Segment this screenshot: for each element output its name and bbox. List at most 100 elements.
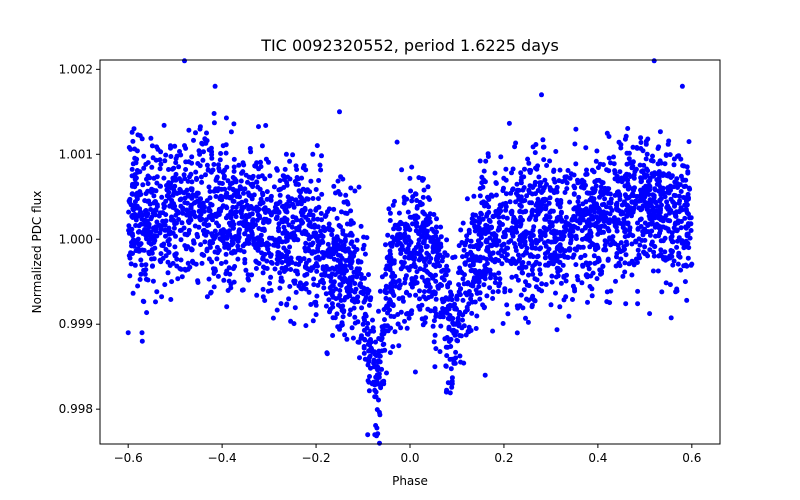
data-point	[191, 209, 197, 215]
data-point	[280, 230, 286, 236]
data-point	[320, 234, 326, 239]
data-point	[542, 177, 548, 183]
data-point	[285, 194, 291, 200]
data-point	[673, 213, 678, 219]
data-point	[631, 172, 637, 178]
data-point	[652, 199, 658, 205]
data-point	[634, 145, 640, 151]
data-point	[398, 266, 404, 272]
data-point	[144, 310, 150, 316]
data-point	[352, 299, 358, 305]
data-point	[591, 202, 597, 208]
data-point	[574, 247, 579, 253]
data-point	[387, 350, 393, 356]
data-point	[238, 200, 244, 206]
data-point	[522, 166, 527, 172]
data-point	[395, 321, 401, 327]
data-point	[325, 253, 331, 259]
data-point	[148, 216, 154, 222]
data-point	[682, 195, 688, 201]
data-point	[360, 321, 366, 327]
data-point	[268, 197, 274, 203]
data-point	[366, 272, 371, 278]
data-point	[170, 192, 176, 198]
data-point	[413, 213, 419, 219]
data-point	[211, 111, 217, 116]
data-point	[518, 170, 524, 176]
data-point	[242, 260, 248, 266]
data-point	[629, 241, 635, 247]
data-point	[480, 184, 486, 190]
data-point	[622, 260, 628, 266]
data-point	[308, 178, 314, 184]
data-point	[199, 251, 205, 257]
data-point	[554, 265, 560, 271]
data-point	[331, 236, 337, 242]
data-point	[344, 285, 350, 291]
data-point	[485, 151, 491, 157]
data-point	[254, 259, 260, 265]
data-point	[573, 126, 579, 132]
data-point	[166, 195, 172, 201]
data-point	[161, 205, 167, 211]
data-point	[323, 212, 329, 218]
data-point	[591, 253, 597, 259]
data-point	[178, 257, 184, 263]
data-point	[427, 284, 433, 290]
data-point	[291, 237, 297, 243]
data-point	[612, 176, 618, 182]
data-point	[323, 291, 329, 297]
data-point	[458, 227, 464, 233]
data-point	[167, 183, 173, 189]
data-point	[223, 215, 229, 221]
data-point	[498, 154, 504, 160]
data-point	[652, 170, 658, 176]
data-point	[676, 235, 682, 241]
data-point	[331, 256, 337, 262]
data-point	[235, 192, 241, 198]
data-point	[371, 357, 377, 363]
data-point	[368, 328, 374, 334]
data-point	[372, 432, 378, 438]
data-point	[575, 199, 581, 205]
data-point	[217, 157, 223, 163]
data-point	[356, 184, 362, 190]
data-point	[569, 217, 575, 223]
data-point	[456, 321, 462, 327]
data-point	[553, 274, 559, 280]
data-point	[608, 200, 614, 206]
data-point	[656, 233, 662, 239]
data-point	[145, 181, 151, 187]
data-point	[163, 152, 169, 158]
data-point	[529, 191, 535, 197]
data-point	[222, 241, 228, 247]
data-point	[168, 154, 174, 159]
data-point	[430, 290, 436, 296]
data-point	[154, 289, 160, 295]
data-point	[149, 247, 155, 253]
data-point	[504, 215, 510, 221]
data-point	[126, 227, 132, 233]
data-point	[604, 299, 610, 305]
data-point	[161, 122, 167, 128]
data-point	[242, 231, 248, 237]
data-point	[295, 271, 301, 277]
data-point	[434, 229, 439, 235]
y-tick-label: 1.000	[59, 232, 93, 246]
data-point	[405, 209, 411, 215]
data-point	[138, 257, 144, 263]
data-point	[260, 294, 266, 300]
data-point	[606, 220, 611, 225]
data-point	[312, 249, 318, 255]
data-point	[419, 302, 425, 308]
data-point	[197, 151, 203, 157]
data-point	[633, 201, 638, 207]
data-point	[329, 227, 335, 233]
data-point	[539, 205, 545, 211]
data-point	[290, 219, 296, 225]
data-point	[334, 215, 340, 221]
data-point	[309, 265, 315, 271]
data-point	[467, 243, 473, 249]
data-point	[622, 192, 628, 198]
data-point	[539, 92, 544, 98]
